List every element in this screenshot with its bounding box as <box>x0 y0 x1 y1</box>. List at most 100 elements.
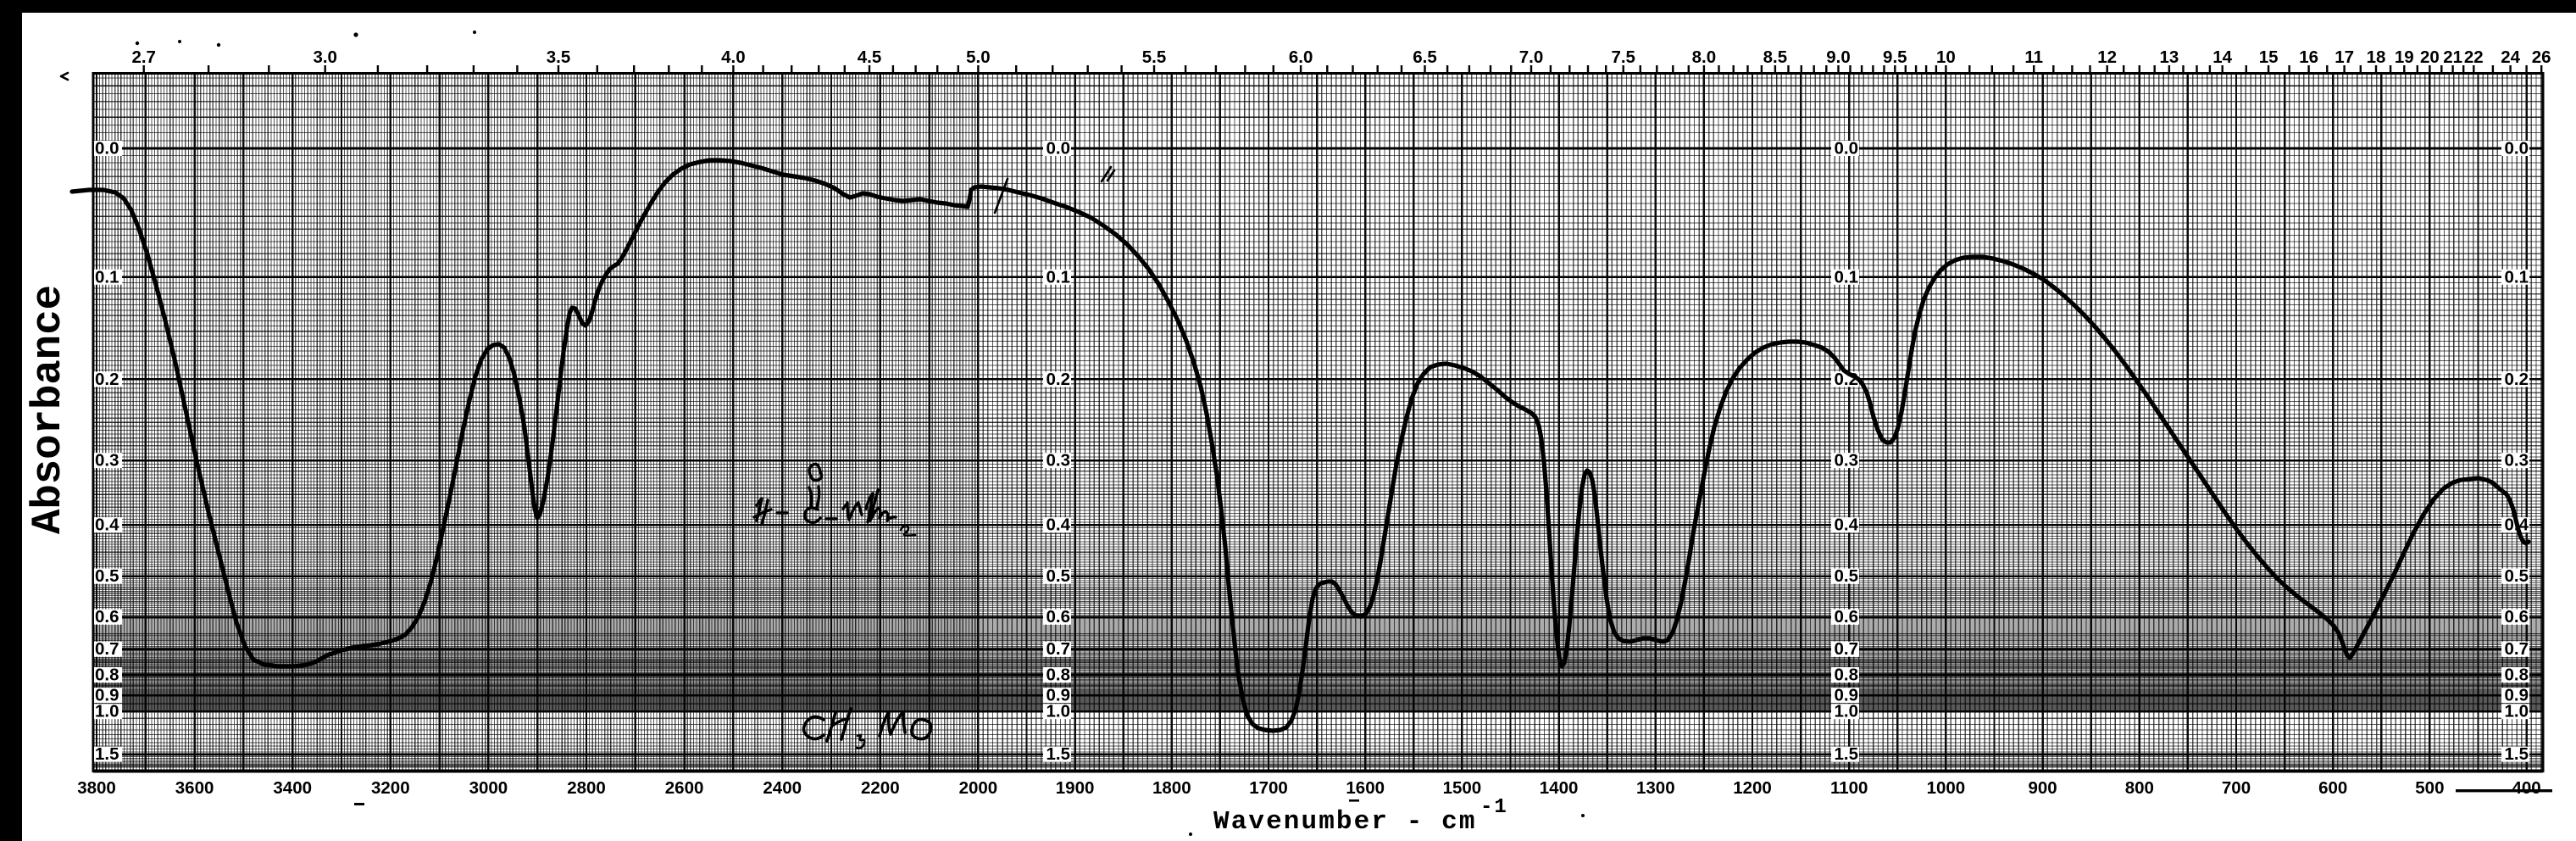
svg-text:15: 15 <box>2259 47 2279 67</box>
svg-text:1200: 1200 <box>1733 778 1772 798</box>
svg-text:3000: 3000 <box>469 778 508 798</box>
svg-text:0.5: 0.5 <box>2505 566 2529 586</box>
svg-text:Wavenumber - cm: Wavenumber - cm <box>1213 807 1477 837</box>
svg-text:0.5: 0.5 <box>95 566 119 586</box>
svg-text:4.0: 4.0 <box>721 47 746 67</box>
svg-text:1700: 1700 <box>1249 778 1288 798</box>
svg-text:1.5: 1.5 <box>2505 744 2529 764</box>
svg-text:10: 10 <box>1936 47 1956 67</box>
svg-text:0.5: 0.5 <box>1835 566 1859 586</box>
svg-text:0.8: 0.8 <box>2505 666 2529 685</box>
svg-text:14: 14 <box>2212 47 2232 67</box>
svg-text:2.7: 2.7 <box>131 47 156 67</box>
svg-text:2200: 2200 <box>861 778 900 798</box>
svg-text:20: 20 <box>2420 47 2440 67</box>
svg-text:2000: 2000 <box>959 778 998 798</box>
svg-text:600: 600 <box>2318 778 2347 798</box>
svg-text:900: 900 <box>2028 778 2057 798</box>
svg-text:0.9: 0.9 <box>95 686 119 705</box>
svg-text:0.1: 0.1 <box>1835 267 1859 287</box>
svg-text:1400: 1400 <box>1540 778 1579 798</box>
svg-text:1100: 1100 <box>1830 778 1868 798</box>
svg-text:1000: 1000 <box>1927 778 1966 798</box>
svg-text:0.2: 0.2 <box>1046 370 1071 389</box>
svg-text:7.0: 7.0 <box>1519 47 1544 67</box>
svg-text:1.5: 1.5 <box>1046 744 1071 764</box>
svg-text:0.9: 0.9 <box>2505 686 2529 705</box>
svg-text:0.0: 0.0 <box>95 139 119 159</box>
svg-text:6.0: 6.0 <box>1289 47 1313 67</box>
svg-text:3600: 3600 <box>175 778 214 798</box>
svg-text:9.5: 9.5 <box>1883 47 1907 67</box>
svg-text:0.0: 0.0 <box>1046 139 1071 159</box>
svg-text:3200: 3200 <box>371 778 410 798</box>
svg-text:19: 19 <box>2395 47 2414 67</box>
svg-text:Absorbance: Absorbance <box>25 285 72 534</box>
svg-text:0.8: 0.8 <box>1835 666 1859 685</box>
svg-text:9.0: 9.0 <box>1826 47 1851 67</box>
svg-text:0.7: 0.7 <box>1046 639 1071 659</box>
svg-text:3800: 3800 <box>77 778 116 798</box>
svg-text:800: 800 <box>2125 778 2154 798</box>
svg-text:8.0: 8.0 <box>1692 47 1717 67</box>
svg-text:11: 11 <box>2024 47 2043 67</box>
svg-text:22: 22 <box>2464 47 2484 67</box>
svg-text:13: 13 <box>2159 47 2179 67</box>
svg-text:24: 24 <box>2501 47 2520 67</box>
svg-text:3.0: 3.0 <box>313 47 337 67</box>
svg-text:3.5: 3.5 <box>547 47 571 67</box>
svg-text:0.6: 0.6 <box>95 607 119 627</box>
svg-text:0.5: 0.5 <box>1046 566 1071 586</box>
svg-text:7.5: 7.5 <box>1611 47 1635 67</box>
svg-text:0.6: 0.6 <box>1046 607 1071 627</box>
svg-text:-1: -1 <box>1480 796 1508 819</box>
svg-text:0.3: 0.3 <box>95 451 119 471</box>
svg-text:0.1: 0.1 <box>95 267 119 287</box>
svg-text:4.5: 4.5 <box>858 47 882 67</box>
svg-text:1900: 1900 <box>1056 778 1095 798</box>
svg-text:0.1: 0.1 <box>2505 267 2529 287</box>
svg-text:1.5: 1.5 <box>1835 744 1859 764</box>
svg-text:3400: 3400 <box>273 778 312 798</box>
svg-text:0.3: 0.3 <box>1046 451 1071 471</box>
svg-text:0.4: 0.4 <box>1835 515 1859 535</box>
svg-text:1.0: 1.0 <box>1046 702 1071 721</box>
svg-text:5.0: 5.0 <box>966 47 991 67</box>
svg-text:18: 18 <box>2367 47 2386 67</box>
svg-text:8.5: 8.5 <box>1763 47 1788 67</box>
svg-text:0.6: 0.6 <box>1835 607 1859 627</box>
svg-text:0.7: 0.7 <box>1835 639 1859 659</box>
svg-text:1.0: 1.0 <box>95 702 119 721</box>
svg-text:0.0: 0.0 <box>2505 139 2529 159</box>
svg-text:12: 12 <box>2097 47 2117 67</box>
svg-text:2600: 2600 <box>665 778 704 798</box>
svg-text:0.1: 0.1 <box>1046 267 1071 287</box>
svg-text:2400: 2400 <box>763 778 802 798</box>
svg-text:0.4: 0.4 <box>1046 515 1071 535</box>
svg-text:0.2: 0.2 <box>95 370 119 389</box>
svg-text:0.7: 0.7 <box>95 639 119 659</box>
svg-text:26: 26 <box>2532 47 2551 67</box>
svg-text:400: 400 <box>2512 778 2540 798</box>
svg-text:0.6: 0.6 <box>2505 607 2529 627</box>
svg-text:0.2: 0.2 <box>2505 370 2529 389</box>
svg-text:5.5: 5.5 <box>1142 47 1167 67</box>
svg-text:0.9: 0.9 <box>1835 686 1859 705</box>
svg-text:1300: 1300 <box>1636 778 1675 798</box>
svg-text:0.4: 0.4 <box>95 515 119 535</box>
svg-text:2800: 2800 <box>567 778 606 798</box>
svg-text:6.5: 6.5 <box>1413 47 1437 67</box>
svg-text:0.8: 0.8 <box>95 666 119 685</box>
svg-text:1.0: 1.0 <box>1835 702 1859 721</box>
svg-text:1500: 1500 <box>1443 778 1482 798</box>
svg-text:1800: 1800 <box>1152 778 1191 798</box>
svg-text:16: 16 <box>2299 47 2318 67</box>
svg-text:1.0: 1.0 <box>2505 702 2529 721</box>
svg-text:0.3: 0.3 <box>1835 451 1859 471</box>
svg-text:0.0: 0.0 <box>1835 139 1859 159</box>
svg-text:21: 21 <box>2443 47 2462 67</box>
svg-text:0.9: 0.9 <box>1046 686 1071 705</box>
svg-text:500: 500 <box>2415 778 2444 798</box>
svg-text:0.7: 0.7 <box>2505 639 2529 659</box>
svg-text:700: 700 <box>2222 778 2251 798</box>
